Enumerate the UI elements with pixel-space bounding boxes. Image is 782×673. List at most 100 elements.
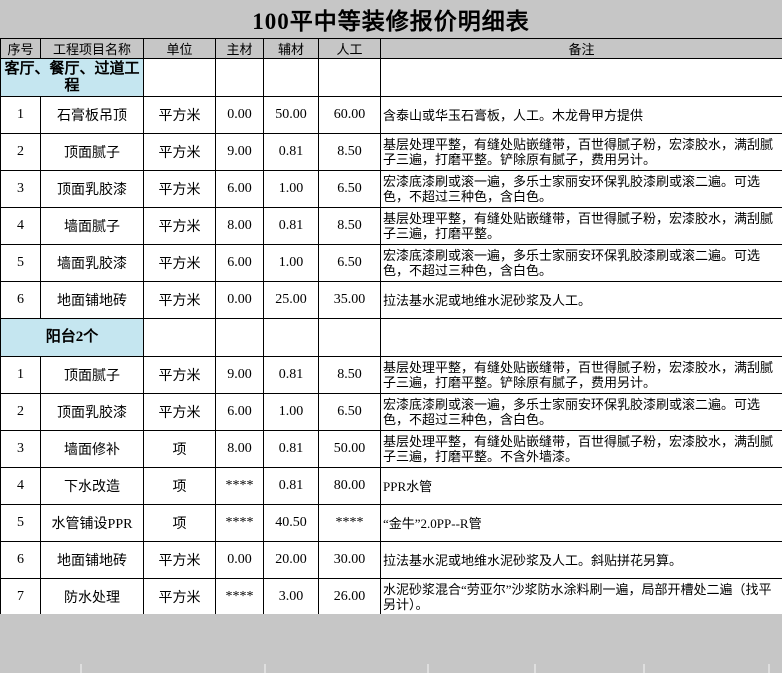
cell-note: 宏漆底漆刷或滚一遍，多乐士家丽安环保乳胶漆刷或滚二遍。可选色，不超过三种色，含白… <box>380 170 782 208</box>
cell-unit: 平方米 <box>143 541 216 579</box>
cell-aux: 1.00 <box>263 170 319 208</box>
cell-item: 地面铺地砖 <box>40 541 144 579</box>
cell-item: 顶面乳胶漆 <box>40 170 144 208</box>
cell-aux: 50.00 <box>263 96 319 134</box>
cell-no: 5 <box>0 504 41 542</box>
col-header-note: 备注 <box>380 38 782 59</box>
cell-note: PPR水管 <box>380 467 782 505</box>
col-header-no: 序号 <box>0 38 41 59</box>
col-header-main-material: 主材 <box>215 38 264 59</box>
cell-unit: 项 <box>143 467 216 505</box>
cell-unit: 平方米 <box>143 170 216 208</box>
cell-labor: 50.00 <box>318 430 381 468</box>
cell-unit: 平方米 <box>143 96 216 134</box>
cell-aux: 25.00 <box>263 281 319 319</box>
table-row: 5 墙面乳胶漆 平方米 6.00 1.00 6.50 宏漆底漆刷或滚一遍，多乐士家丽安环保乳… <box>0 244 782 282</box>
cell-unit: 平方米 <box>143 281 216 319</box>
section-empty-cell <box>318 318 381 357</box>
cell-item: 顶面乳胶漆 <box>40 393 144 431</box>
section-empty-cell <box>380 58 782 97</box>
cell-labor: 6.50 <box>318 170 381 208</box>
cell-main: 0.00 <box>215 281 264 319</box>
cell-no: 1 <box>0 356 41 394</box>
cell-note: 拉法基水泥或地维水泥砂浆及人工。 <box>380 281 782 319</box>
cell-main: 9.00 <box>215 356 264 394</box>
cell-note: 宏漆底漆刷或滚一遍，多乐士家丽安环保乳胶漆刷或滚二遍。可选色，不超过三种色，含白… <box>380 244 782 282</box>
cell-no: 4 <box>0 207 41 245</box>
cell-labor: 6.50 <box>318 244 381 282</box>
cell-labor: **** <box>318 504 381 542</box>
header-row: 序号 工程项目名称 单位 主材 辅材 人工 备注 <box>0 38 782 59</box>
section-empty-cell <box>143 318 216 357</box>
cell-main: 8.00 <box>215 207 264 245</box>
cell-item: 墙面乳胶漆 <box>40 244 144 282</box>
gridline-tick <box>768 664 770 673</box>
cell-no: 5 <box>0 244 41 282</box>
section-title: 客厅、餐厅、过道工程 <box>0 58 144 97</box>
section-empty-cell <box>263 318 319 357</box>
cell-unit: 项 <box>143 430 216 468</box>
table-row: 3 墙面修补项 8.00 0.81 50.00 基层处理平整，有缝处贴嵌缝带，百世得腻子粉… <box>0 430 782 468</box>
page-title: 100平中等装修报价明细表 <box>0 0 782 38</box>
cell-unit: 平方米 <box>143 578 216 616</box>
cell-note: “金牛”2.0PP--R管 <box>380 504 782 542</box>
cell-no: 2 <box>0 133 41 171</box>
cell-main: 6.00 <box>215 393 264 431</box>
cell-note: 宏漆底漆刷或滚一遍，多乐士家丽安环保乳胶漆刷或滚二遍。可选色，不超过三种色，含白… <box>380 393 782 431</box>
section-header-row: 客厅、餐厅、过道工程 <box>0 58 782 97</box>
cell-note: 基层处理平整，有缝处贴嵌缝带，百世得腻子粉，宏漆胶水，满刮腻子三遍，打磨平整。铲… <box>380 133 782 171</box>
section-empty-cell <box>318 58 381 97</box>
cell-main: 0.00 <box>215 96 264 134</box>
cell-aux: 0.81 <box>263 356 319 394</box>
section-empty-cell <box>215 58 264 97</box>
cell-main: 6.00 <box>215 244 264 282</box>
table-row: 5 水管铺设PPR 项 **** 40.50 **** “金牛”2.0PP--R管 <box>0 504 782 542</box>
cell-aux: 1.00 <box>263 393 319 431</box>
cell-note: 基层处理平整，有缝处贴嵌缝带，百世得腻子粉，宏漆胶水，满刮腻子三遍，打磨平整。铲… <box>380 356 782 394</box>
section-empty-cell <box>143 58 216 97</box>
cell-item: 石膏板吊顶 <box>40 96 144 134</box>
cell-unit: 平方米 <box>143 207 216 245</box>
col-header-aux-material: 辅材 <box>263 38 319 59</box>
section-empty-cell <box>380 318 782 357</box>
cell-unit: 项 <box>143 504 216 542</box>
col-header-labor: 人工 <box>318 38 381 59</box>
cell-aux: 3.00 <box>263 578 319 616</box>
section-empty-cell <box>263 58 319 97</box>
cell-unit: 平方米 <box>143 244 216 282</box>
table-row: 6 地面铺地砖 平方米 0.00 20.00 30.00 拉法基水泥或地维水泥砂浆及人工。斜… <box>0 541 782 579</box>
cell-aux: 1.00 <box>263 244 319 282</box>
cell-unit: 平方米 <box>143 356 216 394</box>
cell-note: 基层处理平整，有缝处贴嵌缝带，百世得腻子粉，宏漆胶水，满刮腻子三遍，打磨平整。不… <box>380 430 782 468</box>
cell-labor: 30.00 <box>318 541 381 579</box>
cell-labor: 60.00 <box>318 96 381 134</box>
cell-main: **** <box>215 578 264 616</box>
gridline-tick <box>534 664 536 673</box>
table-row: 4 下水改造项 **** 0.81 80.00 PPR水管 <box>0 467 782 505</box>
cell-note: 含泰山或华玉石膏板，人工。木龙骨甲方提供 <box>380 96 782 134</box>
cell-no: 2 <box>0 393 41 431</box>
cell-labor: 8.50 <box>318 133 381 171</box>
cell-item: 水管铺设PPR <box>40 504 144 542</box>
gridline-tick <box>427 664 429 673</box>
col-header-item: 工程项目名称 <box>40 38 144 59</box>
cell-no: 4 <box>0 467 41 505</box>
table-row: 6 地面铺地砖 平方米 0.00 25.00 35.00 拉法基水泥或地维水泥砂浆及人工。 <box>0 281 782 319</box>
bottom-margin <box>0 614 782 673</box>
cell-item: 墙面腻子 <box>40 207 144 245</box>
table-row: 2 顶面乳胶漆 平方米 6.00 1.00 6.50 宏漆底漆刷或滚一遍，多乐士家丽安环保乳… <box>0 393 782 431</box>
cell-item: 防水处理 <box>40 578 144 616</box>
cell-labor: 8.50 <box>318 356 381 394</box>
cell-item: 顶面腻子 <box>40 356 144 394</box>
cell-no: 3 <box>0 170 41 208</box>
gridline-tick <box>80 664 82 673</box>
cell-main: 0.00 <box>215 541 264 579</box>
cell-main: **** <box>215 504 264 542</box>
table-row: 1 石膏板吊顶 平方米 0.00 50.00 60.00 含泰山或华玉石膏板，人工。木龙骨甲… <box>0 96 782 134</box>
cell-no: 6 <box>0 541 41 579</box>
table-row: 3 顶面乳胶漆 平方米 6.00 1.00 6.50 宏漆底漆刷或滚一遍，多乐士家丽安环保乳… <box>0 170 782 208</box>
col-header-unit: 单位 <box>143 38 216 59</box>
cell-note: 水泥砂浆混合“劳亚尔”沙浆防水涂料刷一遍，局部开槽处二遍（找平另计）。 <box>380 578 782 616</box>
cell-no: 7 <box>0 578 41 616</box>
